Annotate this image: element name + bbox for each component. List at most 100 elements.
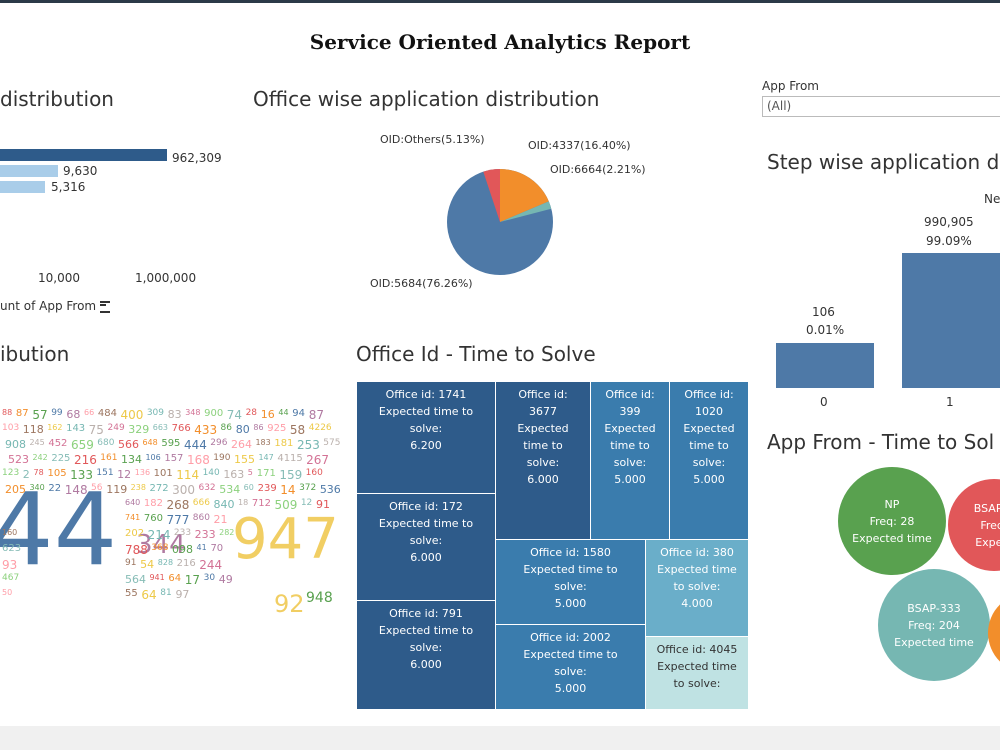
word-cloud-word[interactable]: 118 (22, 423, 44, 436)
treemap-cell[interactable]: Office id: 4045 Expected time to solve: (646, 637, 749, 710)
word-cloud-word[interactable]: 183 (255, 438, 271, 447)
word-cloud-word[interactable]: 14 (280, 483, 296, 497)
bubble[interactable] (988, 593, 1000, 673)
word-cloud-word[interactable]: 648 (142, 438, 158, 447)
word-cloud-word[interactable]: 182 (143, 498, 163, 509)
word-cloud-word[interactable]: 4226 (308, 423, 332, 433)
word-cloud-word[interactable]: 908 (5, 438, 26, 451)
bubble-chart[interactable]: NP Freq: 28 Expected time BSAP-U Freq: Expect… (830, 465, 1000, 695)
bar-3[interactable] (0, 181, 45, 193)
word-cloud-word[interactable]: 238 (130, 483, 146, 492)
word-cloud-word[interactable]: 160 (305, 468, 323, 478)
word-cloud-word[interactable]: 860 (192, 513, 210, 523)
word-cloud-word[interactable]: 74 (226, 408, 242, 422)
treemap-cell[interactable]: Office id: 172 Expected time to solve: 6.00… (357, 494, 496, 601)
word-cloud-word[interactable]: 760 (143, 513, 163, 524)
word-cloud-word[interactable]: 103 (2, 423, 20, 433)
word-cloud-word[interactable]: 66 (84, 408, 95, 417)
word-cloud-word[interactable]: 666 (192, 498, 210, 508)
word-cloud-word[interactable]: 160 (2, 528, 18, 537)
word-cloud-word[interactable]: 18 (238, 498, 249, 507)
word-cloud-word[interactable]: 840 (213, 498, 235, 511)
word-cloud-word[interactable]: 216 (176, 558, 196, 569)
word-cloud-word[interactable]: 233 (173, 528, 192, 538)
word-cloud-word[interactable]: 114 (176, 468, 200, 482)
app-from-filter-select[interactable]: (All) (762, 96, 1000, 117)
word-cloud-word[interactable]: 244 (199, 558, 223, 572)
treemap-cell[interactable]: Office id: 1580 Expected time to solve: 5.0… (496, 540, 646, 625)
word-cloud-word[interactable]: 239 (257, 483, 277, 494)
treemap-cell[interactable]: Office id: 2002 Expected time to solve: 5.0… (496, 625, 646, 710)
word-cloud-word[interactable]: 564 (125, 573, 146, 586)
word-cloud-word[interactable]: 64 (168, 573, 182, 584)
bar-2[interactable] (0, 165, 58, 177)
word-cloud-word[interactable]: 80 (235, 423, 250, 436)
word-cloud-word[interactable]: 632 (198, 483, 216, 493)
word-cloud-word[interactable]: 300 (172, 483, 196, 497)
word-cloud-word[interactable]: 741 (125, 513, 141, 522)
word-cloud-word[interactable]: 534 (219, 483, 241, 496)
word-cloud-word[interactable]: 268 (166, 498, 190, 512)
word-cloud-word[interactable]: 253 (296, 438, 320, 452)
treemap-cell[interactable]: Office id: 380 Expected time to solve: 4.00… (646, 540, 749, 637)
word-cloud-word[interactable]: 136 (134, 468, 151, 477)
word-cloud-word[interactable]: 467 (2, 573, 20, 583)
word-cloud-word[interactable]: 444 (183, 438, 207, 452)
word-cloud-word[interactable]: 5 (247, 468, 253, 477)
word-cloud-word[interactable]: 766 (171, 423, 191, 434)
word-cloud-word[interactable]: 17 (184, 573, 201, 587)
word-cloud-word[interactable]: 680 (97, 438, 115, 448)
word-cloud-word[interactable]: 134 (121, 453, 142, 466)
treemap-cell[interactable]: Office id: 1741 Expected time to solve: 6.2… (357, 382, 496, 494)
word-cloud-word[interactable]: 309 (146, 408, 165, 418)
treemap[interactable]: Office id: 1741 Expected time to solve: 6.2… (357, 382, 749, 710)
word-cloud-word[interactable]: 214 (147, 528, 171, 542)
word-cloud-word[interactable]: 94 (292, 408, 306, 419)
word-cloud-word[interactable]: 712 (251, 498, 271, 509)
word-cloud-word[interactable]: 2 (22, 468, 30, 481)
word-cloud-word[interactable]: 16 (260, 408, 275, 421)
word-cloud-word[interactable]: 58 (289, 423, 306, 437)
word-cloud-word[interactable]: 168 (186, 453, 210, 467)
step-bar-1[interactable] (902, 253, 1000, 388)
word-cloud-word[interactable]: 181 (274, 438, 294, 449)
word-cloud-word[interactable]: 190 (213, 453, 231, 463)
word-cloud-word[interactable]: 87 (15, 408, 29, 419)
word-cloud-word[interactable]: 155 (234, 453, 255, 466)
word-cloud-word[interactable]: 83 (167, 408, 182, 421)
word-cloud-word[interactable]: 162 (47, 423, 63, 432)
word-cloud-word[interactable]: 78 (33, 468, 44, 477)
word-cloud-word[interactable]: 87 (308, 408, 324, 422)
word-cloud-word[interactable]: 81 (160, 588, 172, 598)
word-cloud[interactable]: 44 344 947 92 948 88 87 57 99 68 66 484 400 309 8… (0, 405, 345, 685)
word-cloud-word[interactable]: 159 (279, 468, 303, 482)
word-cloud-word[interactable]: 133 (70, 468, 93, 482)
word-cloud-word[interactable]: 575 (323, 438, 341, 448)
word-cloud-word[interactable]: 245 (29, 438, 45, 447)
word-cloud-word[interactable]: 484 (97, 408, 117, 419)
word-cloud-word[interactable]: 88 (2, 408, 13, 417)
word-cloud-word[interactable]: 44 (278, 408, 289, 417)
word-cloud-word[interactable]: 452 (48, 438, 68, 449)
word-cloud-word[interactable]: 368 (151, 543, 169, 553)
word-cloud-word[interactable]: 75 (88, 423, 104, 437)
word-cloud-word[interactable]: 151 (96, 468, 114, 478)
word-cloud-word[interactable]: 49 (218, 573, 233, 586)
word-cloud-word[interactable]: 70 (210, 543, 224, 554)
word-cloud-word[interactable]: 157 (164, 453, 184, 464)
word-cloud-word[interactable]: 663 (152, 423, 169, 432)
word-cloud-word[interactable]: 202 (125, 528, 145, 539)
word-cloud-word[interactable]: 93 (2, 558, 18, 572)
word-cloud-word[interactable]: 86 (253, 423, 264, 432)
word-cloud-word[interactable]: 86 (220, 423, 232, 433)
word-cloud-word[interactable]: 161 (100, 453, 118, 463)
word-cloud-word[interactable]: 400 (120, 408, 144, 422)
pie-slice-4337[interactable] (500, 169, 549, 222)
pie-chart[interactable] (440, 162, 560, 282)
word-cloud-word[interactable]: 566 (118, 438, 139, 451)
word-cloud-word[interactable]: 900 (204, 408, 224, 419)
word-cloud-word[interactable]: 242 (32, 453, 48, 462)
word-cloud-word[interactable]: 41 (196, 543, 207, 552)
word-cloud-word[interactable]: 433 (194, 423, 218, 437)
treemap-cell[interactable]: Office id: 1020 Expected time to solve: 5.000 (670, 382, 749, 540)
